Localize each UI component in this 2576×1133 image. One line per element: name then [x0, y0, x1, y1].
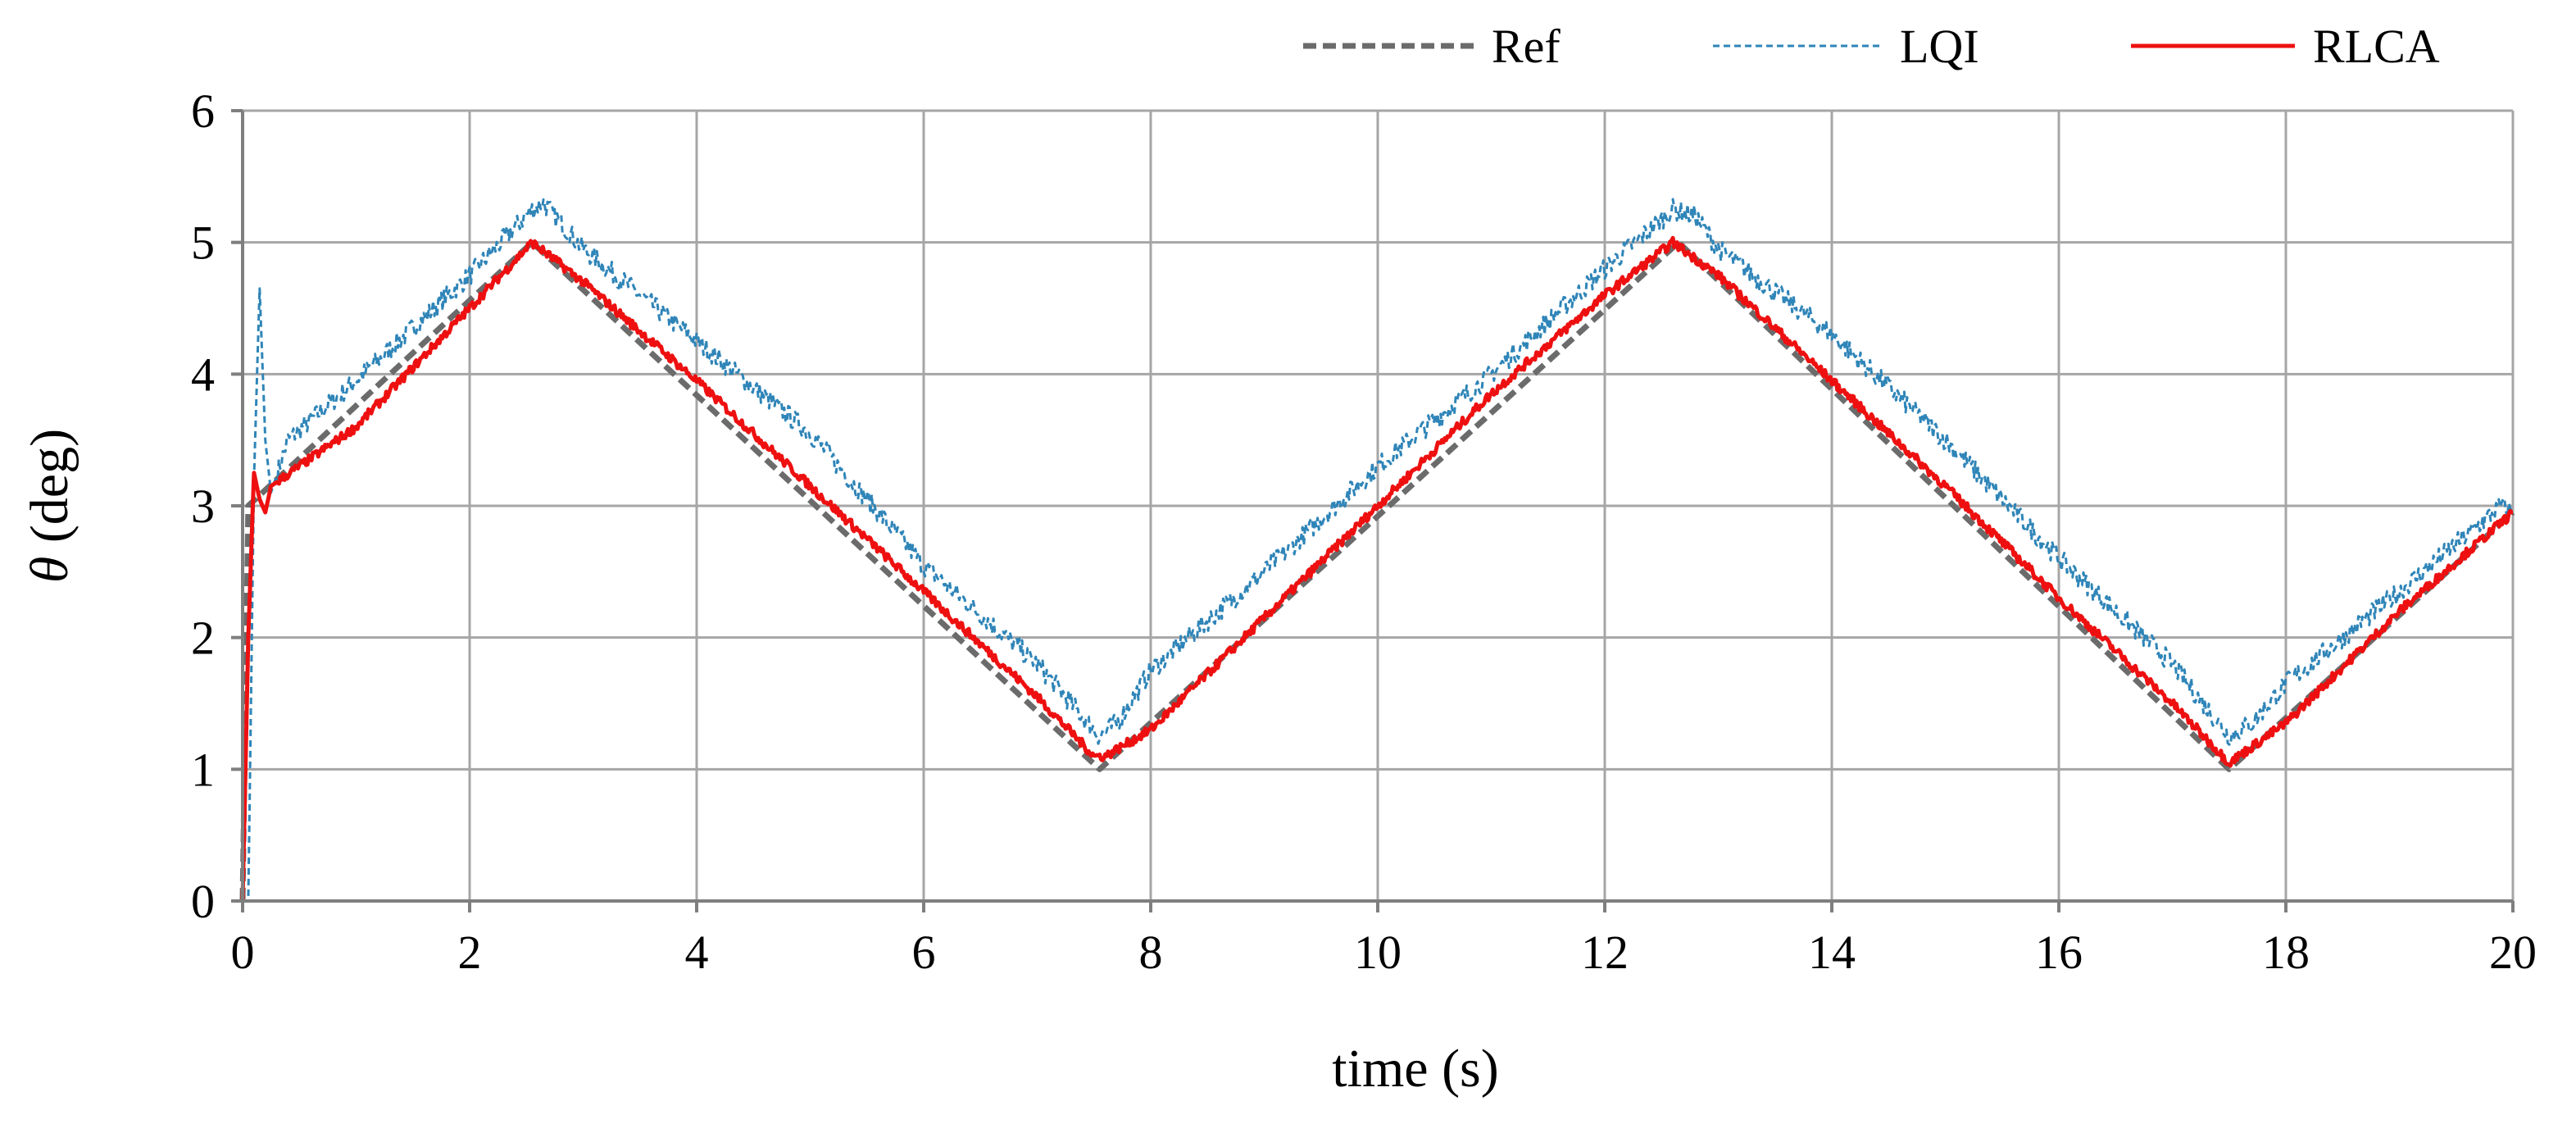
y-axis-title: θ (deg) [20, 429, 80, 583]
series-layer [239, 198, 2515, 903]
series-line-ref [239, 239, 2515, 902]
x-tick-label: 14 [1808, 926, 1856, 979]
y-tick-label: 0 [191, 875, 215, 928]
legend: Ref LQI RLCA [1303, 20, 2440, 73]
x-tick-label: 8 [1139, 926, 1163, 979]
x-axis-title: time (s) [1332, 1039, 1498, 1099]
series-line-rlca [240, 235, 2514, 902]
y-tick-label: 3 [191, 480, 215, 533]
x-tick-label: 12 [1581, 926, 1629, 979]
x-tick-label: 16 [2035, 926, 2083, 979]
y-axis-title-symbol: θ [20, 557, 80, 583]
legend-label-ref: Ref [1492, 20, 1561, 73]
x-tick-label: 20 [2489, 926, 2537, 979]
x-tick-label: 0 [231, 926, 255, 979]
legend-label-lqi: LQI [1900, 20, 1979, 73]
legend-item-ref: Ref [1303, 20, 1561, 73]
y-tick-label: 6 [191, 84, 215, 138]
series-line-lqi [243, 198, 2514, 903]
x-tick-label: 2 [458, 926, 482, 979]
x-tick-label: 6 [912, 926, 936, 979]
y-tick-label: 4 [191, 348, 215, 401]
x-tick-label: 18 [2262, 926, 2310, 979]
y-tick-label: 1 [191, 743, 215, 796]
y-tick-label: 5 [191, 216, 215, 270]
y-axis-title-unit: (deg) [20, 429, 80, 557]
x-tick-label: 10 [1354, 926, 1402, 979]
x-tick-label: 4 [685, 926, 709, 979]
legend-item-lqi: LQI [1713, 20, 1979, 73]
legend-label-rlca: RLCA [2313, 20, 2440, 73]
legend-item-rlca: RLCA [2131, 20, 2440, 73]
y-tick-label: 2 [191, 612, 215, 665]
